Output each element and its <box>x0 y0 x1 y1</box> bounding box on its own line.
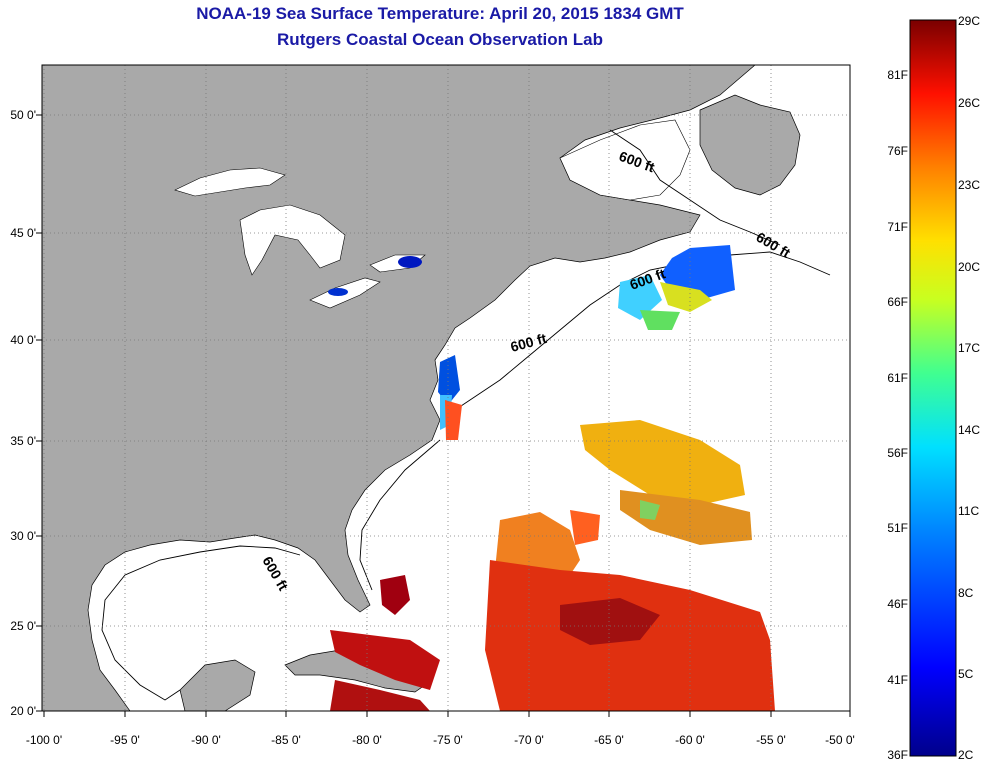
lon-label: -50 0' <box>825 733 855 747</box>
lon-label: -70 0' <box>514 733 544 747</box>
colorbar-f-label: 51F <box>887 521 908 535</box>
map-frame <box>41 64 851 712</box>
lon-label: -80 0' <box>352 733 382 747</box>
color-bar <box>909 19 957 757</box>
colorbar-c-label: 26C <box>958 96 981 110</box>
isobath-line <box>359 439 441 591</box>
colorbar-f-label: 81F <box>887 68 908 82</box>
lon-label: -90 0' <box>191 733 221 747</box>
lake-superior <box>174 167 286 197</box>
lon-label: -75 0' <box>433 733 463 747</box>
lon-label: -100 0' <box>25 733 63 747</box>
lon-label: -95 0' <box>110 733 140 747</box>
lat-label: 30 0' <box>10 529 36 543</box>
colorbar-c-label: 11C <box>958 504 980 518</box>
colorbar-c-label: 17C <box>958 341 981 355</box>
lat-label: 25 0' <box>10 619 36 633</box>
axis-ticks <box>36 114 851 717</box>
colorbar-c-label: 20C <box>958 260 981 274</box>
colorbar-f-label: 66F <box>887 295 908 309</box>
sst-data <box>328 245 775 711</box>
colorbar-f-label: 41F <box>887 673 908 687</box>
colorbar-c-label: 14C <box>958 423 981 437</box>
colorbar-c-label: 5C <box>958 667 974 681</box>
colorbar-f-label: 36F <box>887 748 908 762</box>
lon-label: -85 0' <box>271 733 301 747</box>
lat-label: 40 0' <box>10 333 36 347</box>
colorbar-f-label: 76F <box>887 144 908 158</box>
map-title: NOAA-19 Sea Surface Temperature: April 2… <box>196 4 684 23</box>
lat-label: 45 0' <box>10 226 36 240</box>
colorbar-f-label: 61F <box>887 371 908 385</box>
isobath-line <box>101 545 301 701</box>
lon-label: -55 0' <box>756 733 786 747</box>
colorbar-f-label: 46F <box>887 597 908 611</box>
st-lawrence-water <box>559 119 691 201</box>
isobath-line <box>609 129 781 246</box>
colorbar-f-label: 56F <box>887 446 908 460</box>
colorbar-c-label: 29C <box>958 14 981 28</box>
colorbar-c-label: 8C <box>958 586 974 600</box>
colorbar-c-label: 2C <box>958 748 974 762</box>
lat-label: 20 0' <box>10 704 36 718</box>
lake-michigan-huron <box>239 204 346 276</box>
newfoundland-land <box>699 94 801 196</box>
map-subtitle: Rutgers Coastal Ocean Observation Lab <box>277 30 603 49</box>
lat-label: 35 0' <box>10 434 36 448</box>
lon-label: -65 0' <box>594 733 624 747</box>
yucatan-land <box>179 659 256 711</box>
lon-label: -60 0' <box>675 733 705 747</box>
lat-label: 50 0' <box>10 108 36 122</box>
colorbar-c-label: 23C <box>958 178 981 192</box>
colorbar-f-label: 71F <box>887 220 908 234</box>
